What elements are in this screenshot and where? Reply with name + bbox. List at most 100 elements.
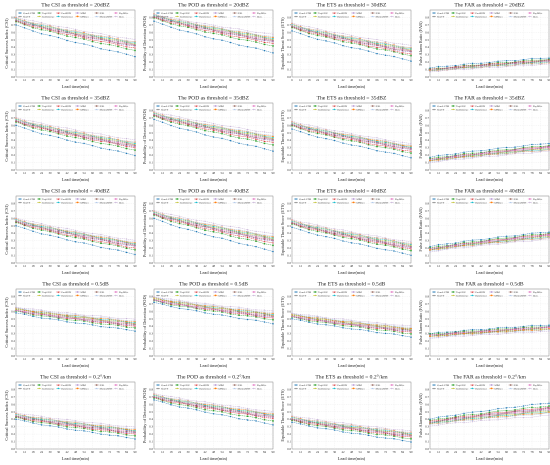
data-point [480, 155, 482, 157]
data-point [463, 67, 465, 70]
legend-marker [314, 12, 316, 14]
data-point [350, 134, 353, 136]
data-point [255, 134, 257, 137]
panel-title: The FAR as threshold = 35dBZ [454, 96, 525, 102]
data-point [161, 23, 164, 25]
legend-marker [195, 12, 198, 14]
legend-marker [176, 291, 178, 293]
data-point [195, 131, 198, 133]
data-point [204, 134, 206, 136]
data-point [316, 38, 319, 41]
legend-marker [95, 291, 98, 293]
data-point [255, 238, 257, 241]
x-tick-label: 24 [316, 264, 320, 268]
data-point [522, 63, 525, 65]
data-point [263, 35, 266, 38]
data-point [221, 226, 223, 228]
data-point [125, 247, 128, 250]
data-point [49, 34, 51, 37]
data-point [401, 245, 404, 248]
x-tick-label: 54 [496, 264, 500, 268]
data-point [299, 222, 302, 225]
y-tick-label: 0.0 [11, 354, 15, 358]
data-point [272, 42, 274, 45]
legend-label: Ours [395, 294, 400, 297]
data-point [187, 228, 189, 231]
legend-label: MIM [81, 198, 87, 201]
legend-label: DIMnet [219, 108, 227, 111]
y-tick-label: 0.2 [425, 60, 429, 64]
data-point [212, 131, 215, 133]
data-point [505, 65, 508, 68]
data-point [49, 30, 51, 32]
legend-marker [38, 198, 40, 200]
y-tick-label: 0.0 [425, 75, 429, 79]
data-point [229, 233, 232, 236]
x-tick-label: 18 [169, 264, 173, 268]
data-point [57, 228, 60, 230]
legend-marker [509, 12, 512, 14]
data-point [100, 242, 102, 245]
x-tick-label: 48 [350, 357, 354, 361]
x-tick-label: 72 [246, 171, 250, 175]
data-point [376, 38, 378, 41]
series-line [15, 125, 136, 156]
chart-panel-1: The CSI as threshold = 20dBZ0.00.10.20.3… [4, 3, 137, 90]
x-tick-label: 78 [392, 264, 396, 268]
legend-label: TrajGRU [456, 12, 466, 15]
data-point [134, 40, 136, 43]
data-point [376, 235, 378, 237]
data-point [531, 64, 533, 67]
data-point [350, 38, 353, 41]
legend-label: PredRNN [61, 12, 71, 15]
data-point [410, 247, 412, 250]
x-tick-label: 72 [108, 78, 112, 82]
data-point [384, 237, 387, 239]
legend-marker [76, 108, 79, 111]
data-point [299, 32, 302, 35]
data-point [505, 146, 508, 149]
y-tick-label: 0.3 [287, 146, 291, 150]
data-point [410, 142, 412, 145]
data-point [393, 42, 395, 45]
data-point [263, 148, 266, 150]
x-tick-label: 30 [324, 357, 328, 361]
chart-panel-6: The POD as threshold = 35dBZ0.00.10.20.3… [142, 96, 275, 183]
legend-label: MotionRNN [100, 387, 113, 390]
y-tick-label: 0.1 [425, 161, 429, 165]
panel-title: The CSI as threshold = 40dBZ [41, 189, 110, 195]
data-point [187, 124, 189, 127]
data-point [246, 233, 249, 236]
data-point [291, 219, 293, 222]
data-point [367, 241, 370, 244]
data-point [66, 139, 68, 141]
data-point [91, 39, 94, 41]
data-point [359, 140, 361, 143]
series-line [153, 214, 274, 246]
data-point [238, 129, 240, 132]
data-point [134, 240, 136, 243]
data-point [272, 132, 274, 134]
y-tick-label: 0.7 [149, 209, 153, 213]
series-MotionRNN [15, 117, 136, 143]
legend-marker [371, 12, 374, 14]
legend-marker [57, 105, 60, 107]
x-tick-label: 60 [91, 264, 95, 268]
legend-label: Earthformer [180, 201, 192, 204]
y-tick-label: 0.4 [287, 138, 291, 142]
y-tick-label: 0.1 [287, 68, 291, 72]
data-point [393, 246, 395, 248]
legend-marker [19, 15, 21, 18]
legend-label: E3D [238, 105, 243, 108]
y-tick-label: 0.7 [287, 209, 291, 213]
data-point [367, 234, 370, 236]
y-tick-label: 0.7 [11, 116, 15, 120]
data-point [125, 324, 128, 327]
x-tick-label: 6 [291, 78, 293, 82]
x-axis-label: Lead time(min) [476, 270, 504, 275]
series-line [429, 150, 550, 164]
data-point [308, 133, 310, 136]
data-point [153, 115, 155, 117]
data-point [66, 33, 68, 36]
plot-area [15, 102, 136, 171]
